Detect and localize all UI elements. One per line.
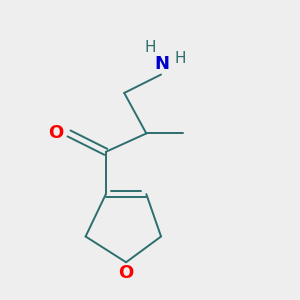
Text: H: H <box>174 52 186 67</box>
Text: O: O <box>118 264 134 282</box>
Text: O: O <box>48 124 64 142</box>
Text: H: H <box>144 40 156 56</box>
Text: N: N <box>154 55 169 73</box>
